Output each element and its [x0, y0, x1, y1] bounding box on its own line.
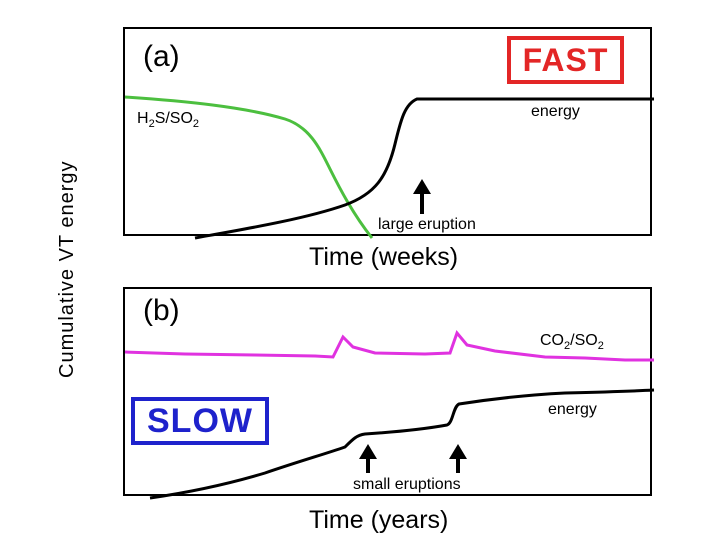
energy-curve-b [149, 388, 655, 500]
x-axis-label-a: Time (weeks) [309, 243, 459, 271]
co2-so2-label: CO2/SO2 [540, 332, 604, 353]
h2s-so2-curve [124, 95, 374, 239]
fast-tag: FAST [507, 36, 624, 84]
panel-b-label: (b) [143, 294, 180, 327]
x-axis-label-b: Time (years) [309, 506, 449, 534]
energy-label-a: energy [531, 103, 580, 120]
panel-a-label: (a) [143, 40, 180, 73]
co2-so2-curve [124, 330, 654, 362]
energy-label-b: energy [548, 401, 597, 418]
panel-b [123, 287, 655, 500]
small-eruption-arrow-2 [449, 444, 467, 473]
panel-a [123, 27, 654, 240]
panel-b-plot [124, 330, 655, 500]
y-axis-label: Cumulative VT energy [56, 160, 78, 379]
h2s-so2-label: H2S/SO2 [137, 110, 200, 131]
energy-curve-a [194, 97, 654, 240]
small-eruptions-label: small eruptions [353, 476, 461, 493]
small-eruption-arrow-1 [359, 444, 377, 473]
panel-a-plot [124, 95, 654, 240]
large-eruption-arrow [413, 179, 431, 214]
slow-tag: SLOW [131, 397, 269, 445]
large-eruption-label: large eruption [378, 216, 476, 233]
